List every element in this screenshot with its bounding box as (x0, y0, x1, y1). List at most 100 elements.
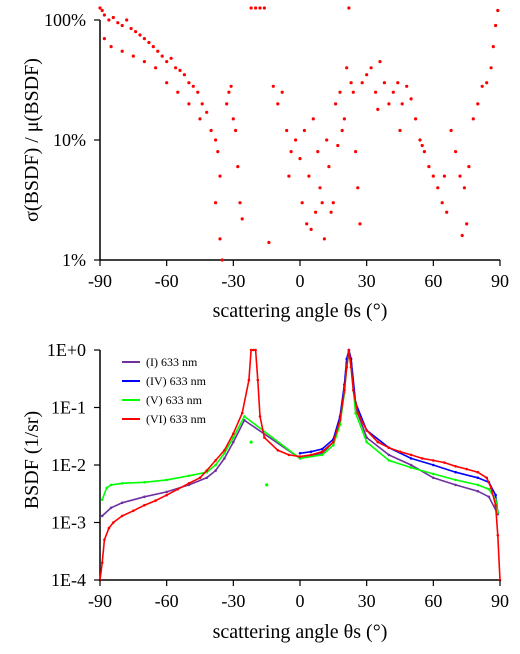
y-tick-label: 1E-2 (51, 455, 86, 475)
series-point (107, 526, 111, 530)
series-point (120, 501, 124, 505)
data-point-11 (142, 37, 146, 41)
data-point-100 (449, 128, 453, 133)
legend-item: (VI) 633 nm (122, 412, 207, 426)
series-point (432, 463, 435, 467)
data-point-50 (240, 217, 244, 221)
data-point-122 (336, 143, 340, 148)
y-axis-label-top: σ(BSDF) / μ(BSDF) (21, 58, 43, 222)
y-ticks-bottom: 1E-4 1E-3 1E-2 1E-1 1E+0 (47, 340, 100, 590)
series-point (187, 482, 191, 485)
data-point-98 (440, 201, 444, 205)
data-point-126 (420, 143, 424, 148)
data-point-29 (131, 54, 135, 58)
x-tick-label: 60 (424, 271, 442, 291)
x-tick-label: -90 (88, 591, 112, 611)
y-tick-label: 1% (62, 250, 86, 270)
series-point (232, 440, 235, 444)
series-point (254, 348, 257, 352)
data-point-16 (165, 60, 169, 64)
data-point-0 (98, 6, 102, 10)
series-point (214, 459, 217, 462)
series-point (352, 388, 355, 392)
data-point-105 (471, 117, 475, 121)
data-points-top (98, 6, 500, 262)
series-point (387, 459, 391, 462)
y-tick-label: 10% (53, 130, 86, 150)
series-point (154, 499, 157, 502)
x-tick-label: 90 (491, 271, 509, 291)
x-tick-label: 30 (358, 271, 376, 291)
data-point-90 (405, 84, 409, 88)
series-point (298, 455, 302, 458)
series-point (165, 493, 168, 497)
series-point (276, 449, 280, 452)
y-ticks-top: 1% 10% 100% (44, 10, 100, 270)
series-point (120, 514, 124, 518)
x-axis-label-bottom: scattering angle θs (°) (213, 621, 388, 643)
legend: (I) 633 nm (IV) 633 nm (V) 633 nm (VI) 633 … (122, 355, 207, 426)
series-point (223, 449, 226, 452)
series-point (398, 450, 402, 454)
series-point (454, 470, 457, 474)
series-point (420, 457, 424, 460)
data-point-84 (378, 60, 382, 64)
data-point-6 (120, 23, 124, 28)
series-point (332, 440, 335, 444)
series-point (298, 457, 302, 460)
series-point (485, 476, 489, 480)
data-point-77 (354, 150, 358, 154)
data-point-1 (100, 8, 104, 13)
data-point-92 (414, 117, 418, 121)
data-point-23 (196, 90, 200, 94)
series-point (454, 478, 457, 482)
y-tick-label: 100% (44, 10, 86, 30)
data-point-103 (462, 186, 466, 190)
series-point (112, 521, 115, 524)
series-point (214, 469, 217, 472)
data-point-71 (338, 90, 342, 94)
y-tick-label: 1E-4 (51, 570, 86, 590)
series-point (243, 415, 246, 418)
y-tick-label: 1E+0 (47, 340, 86, 360)
data-point-34 (187, 102, 191, 106)
series-point (109, 506, 113, 510)
series-point (120, 482, 124, 485)
data-point-74 (347, 6, 351, 10)
data-point-86 (387, 102, 391, 106)
series-point (494, 493, 497, 497)
series-point (298, 452, 302, 455)
x-tick-label: 90 (491, 591, 509, 611)
x-tick-label: 0 (296, 591, 305, 611)
data-point-42 (220, 258, 224, 262)
data-point-112 (496, 8, 500, 13)
data-point-88 (396, 81, 400, 85)
data-point-63 (302, 128, 306, 133)
series--vi-633-nm (98, 348, 502, 582)
data-point-15 (160, 54, 164, 58)
data-point-115 (305, 222, 309, 226)
series-point (376, 440, 380, 444)
chart-bottom: -90 -60 -30 0 30 60 90 1E-4 1E-3 1E-2 1E-1 1E+0 (I… (21, 340, 509, 643)
data-point-2 (102, 13, 106, 17)
series-point (489, 486, 493, 490)
data-point-80 (360, 81, 364, 85)
data-point-25 (205, 110, 209, 114)
y-tick-label: 1E-1 (51, 398, 86, 418)
data-point-35 (198, 117, 202, 121)
data-point-82 (369, 66, 373, 70)
data-point-94 (422, 150, 426, 154)
data-point-27 (109, 45, 113, 49)
data-point-60 (289, 150, 293, 154)
data-point-31 (154, 66, 158, 70)
data-point-54 (262, 6, 266, 10)
legend-label: (V) 633 nm (146, 393, 203, 407)
series-point (409, 463, 413, 467)
data-point-64 (307, 174, 311, 178)
series-point (249, 348, 253, 352)
data-point-128 (465, 222, 469, 226)
series-point (198, 476, 202, 480)
x-tick-label: -30 (221, 591, 245, 611)
series-point (343, 388, 346, 392)
data-point-76 (351, 90, 355, 94)
